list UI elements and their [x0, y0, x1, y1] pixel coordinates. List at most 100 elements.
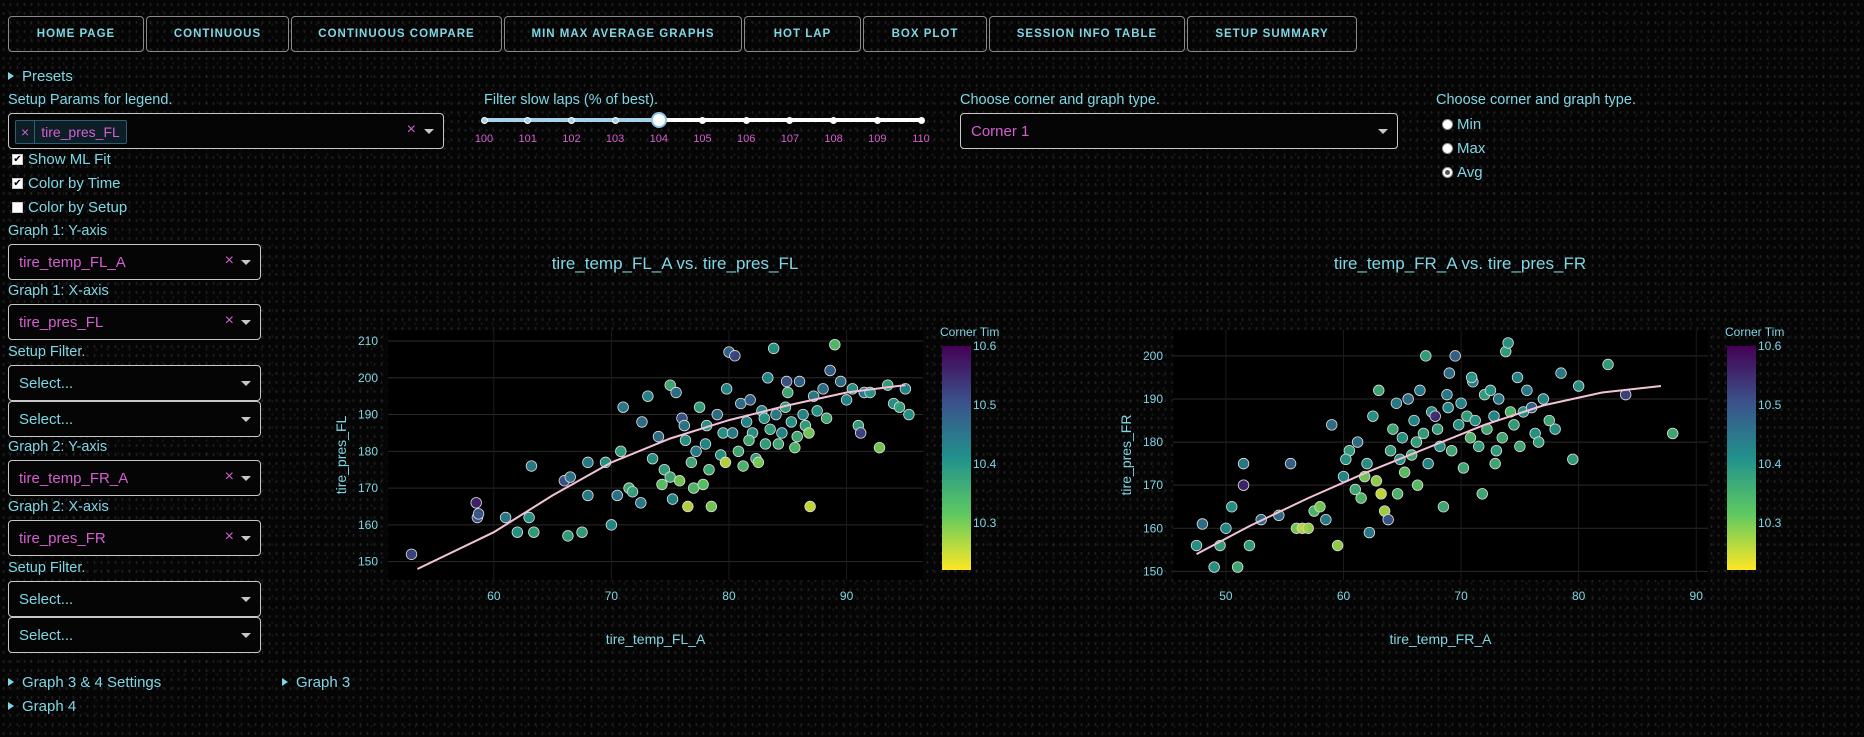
- tab-box-plot[interactable]: BOX PLOT: [863, 16, 987, 52]
- tab-continuous[interactable]: CONTINUOUS: [146, 16, 289, 52]
- chevron-down-icon[interactable]: [241, 536, 251, 541]
- scatter-point[interactable]: [1537, 393, 1550, 405]
- graph2-filter2-dropdown[interactable]: Select...: [8, 617, 261, 653]
- scatter-point[interactable]: [1667, 427, 1679, 440]
- graph2-x-dropdown[interactable]: tire_pres_FR ×: [8, 520, 261, 556]
- scatter-point[interactable]: [743, 434, 755, 446]
- scatter-point[interactable]: [1340, 453, 1352, 466]
- scatter-point[interactable]: [1567, 453, 1579, 466]
- scatter-point[interactable]: [1602, 358, 1614, 371]
- scatter-point[interactable]: [528, 526, 540, 538]
- scatter-point[interactable]: [1484, 384, 1497, 397]
- scatter-point[interactable]: [1237, 479, 1250, 491]
- scatter-point[interactable]: [1411, 479, 1424, 491]
- scatter-point[interactable]: [685, 456, 698, 469]
- scatter-point[interactable]: [1390, 397, 1403, 409]
- slider-mark[interactable]: [830, 116, 838, 124]
- radio-avg[interactable]: Avg: [1442, 164, 1483, 181]
- scatter-point[interactable]: [1511, 371, 1524, 384]
- scatter-point[interactable]: [576, 526, 588, 538]
- scatter-point[interactable]: [1398, 466, 1411, 478]
- scatter-point[interactable]: [582, 489, 594, 502]
- scatter-point[interactable]: [1449, 350, 1461, 362]
- chevron-down-icon[interactable]: [1378, 129, 1388, 134]
- chevron-down-icon[interactable]: [424, 129, 434, 134]
- clear-icon[interactable]: ×: [224, 252, 234, 269]
- scatter-point[interactable]: [523, 511, 535, 524]
- chevron-down-icon[interactable]: [241, 597, 251, 602]
- scatter-point[interactable]: [834, 375, 847, 388]
- scatter-point[interactable]: [699, 438, 712, 450]
- slow-lap-filter-slider[interactable]: 100 101 102 103 104 105 106 107 108 109 110: [475, 112, 930, 152]
- scatter-point[interactable]: [1476, 488, 1488, 500]
- scatter-point[interactable]: [1314, 501, 1326, 513]
- scatter-point[interactable]: [642, 390, 654, 402]
- tab-home-page[interactable]: HOME PAGE: [8, 16, 144, 52]
- chart2-scatter[interactable]: 150 160 170 180 190 200 50 60 70 80 90 tire_temp_FR…: [1105, 318, 1785, 658]
- scatter-point[interactable]: [726, 427, 739, 439]
- scatter-point[interactable]: [525, 460, 538, 472]
- scatter-point[interactable]: [666, 493, 679, 505]
- scatter-point[interactable]: [1549, 423, 1561, 435]
- scatter-point[interactable]: [1373, 384, 1385, 397]
- scatter-point[interactable]: [1387, 423, 1399, 435]
- scatter-point[interactable]: [1469, 414, 1481, 427]
- scatter-point[interactable]: [635, 497, 647, 509]
- scatter-point[interactable]: [1473, 440, 1485, 453]
- show-ml-fit-checkbox[interactable]: ✔ Show ML Fit: [12, 151, 111, 168]
- scatter-point[interactable]: [903, 408, 915, 421]
- checkbox-unchecked-icon[interactable]: [12, 202, 23, 213]
- scatter-point[interactable]: [759, 438, 772, 450]
- scatter-point[interactable]: [1190, 539, 1203, 552]
- scatter-point[interactable]: [762, 372, 774, 384]
- scatter-point[interactable]: [752, 456, 765, 469]
- scatter-point[interactable]: [1445, 444, 1458, 457]
- slider-mark[interactable]: [524, 116, 532, 124]
- tab-continuous-compare[interactable]: CONTINUOUS COMPARE: [291, 16, 502, 52]
- scatter-point[interactable]: [1464, 432, 1477, 444]
- scatter-point[interactable]: [1367, 410, 1379, 422]
- graph4-toggle[interactable]: Graph 4: [8, 698, 76, 715]
- scatter-point[interactable]: [1410, 436, 1423, 448]
- scatter-point[interactable]: [1355, 492, 1367, 504]
- scatter-point[interactable]: [740, 416, 753, 428]
- scatter-point[interactable]: [719, 456, 732, 469]
- tab-hot-lap[interactable]: HOT LAP: [744, 16, 861, 52]
- scatter-point[interactable]: [1402, 393, 1414, 405]
- scatter-point[interactable]: [693, 401, 706, 413]
- scatter-point[interactable]: [1422, 457, 1434, 470]
- scatter-point[interactable]: [711, 408, 723, 421]
- scatter-point[interactable]: [562, 530, 574, 542]
- scatter-point[interactable]: [785, 416, 798, 428]
- scatter-point[interactable]: [511, 526, 524, 538]
- chevron-down-icon[interactable]: [241, 476, 251, 481]
- scatter-point[interactable]: [1514, 440, 1526, 453]
- scatter-point[interactable]: [1375, 488, 1387, 500]
- scatter-point[interactable]: [1490, 444, 1503, 457]
- scatter-point[interactable]: [605, 519, 618, 531]
- scatter-point[interactable]: [1351, 436, 1364, 448]
- scatter-point[interactable]: [1196, 518, 1209, 530]
- scatter-point[interactable]: [1331, 539, 1344, 552]
- scatter-point[interactable]: [1237, 457, 1250, 470]
- radio-circle-icon[interactable]: [1442, 143, 1453, 154]
- scatter-point[interactable]: [793, 375, 806, 388]
- graph1-x-dropdown[interactable]: tire_pres_FL ×: [8, 304, 261, 340]
- scatter-point[interactable]: [652, 430, 665, 443]
- scatter-point[interactable]: [703, 464, 715, 476]
- scatter-point[interactable]: [1493, 393, 1505, 405]
- chevron-down-icon[interactable]: [241, 417, 251, 422]
- slider-mark[interactable]: [611, 116, 619, 124]
- scatter-point[interactable]: [829, 339, 841, 351]
- slider-mark[interactable]: [567, 116, 575, 124]
- scatter-point[interactable]: [670, 386, 682, 399]
- scatter-point[interactable]: [611, 489, 623, 502]
- slider-mark[interactable]: [480, 116, 488, 124]
- scatter-point[interactable]: [679, 434, 692, 446]
- scatter-point[interactable]: [1441, 388, 1453, 401]
- presets-toggle[interactable]: Presets: [8, 68, 73, 85]
- scatter-point[interactable]: [1391, 488, 1404, 500]
- scatter-point[interactable]: [1496, 432, 1508, 444]
- clear-icon[interactable]: ×: [224, 528, 234, 545]
- scatter-point[interactable]: [1453, 419, 1465, 431]
